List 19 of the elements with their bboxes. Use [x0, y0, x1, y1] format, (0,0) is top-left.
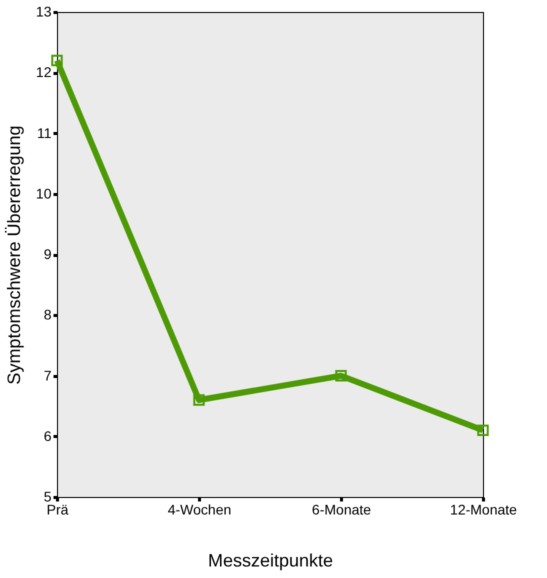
y-tick-label: 11: [36, 124, 52, 141]
x-axis-title: Messzeitpunkte: [208, 550, 334, 570]
point: [335, 370, 347, 382]
y-tick-label: 10: [36, 185, 52, 202]
y-tick-label: 8: [44, 306, 52, 323]
x-tick-label: 12-Monate: [450, 502, 518, 518]
x-tick-label: Prä: [46, 502, 69, 518]
x-tick-label: 4-Wochen: [168, 502, 232, 518]
x-tick-label: 6-Monate: [312, 502, 372, 518]
y-tick-label: 5: [44, 488, 52, 504]
y-tick-label: 9: [44, 246, 52, 262]
point: [51, 54, 63, 66]
y-axis-title: Symptomschwere Übererregung: [4, 125, 24, 385]
point: [477, 424, 489, 436]
y-tick-label: 6: [44, 428, 52, 444]
y-tick-label: 7: [44, 367, 52, 384]
y-tick-label: 13: [36, 4, 52, 20]
y-tick-label: 12: [36, 64, 52, 80]
point: [193, 394, 205, 406]
